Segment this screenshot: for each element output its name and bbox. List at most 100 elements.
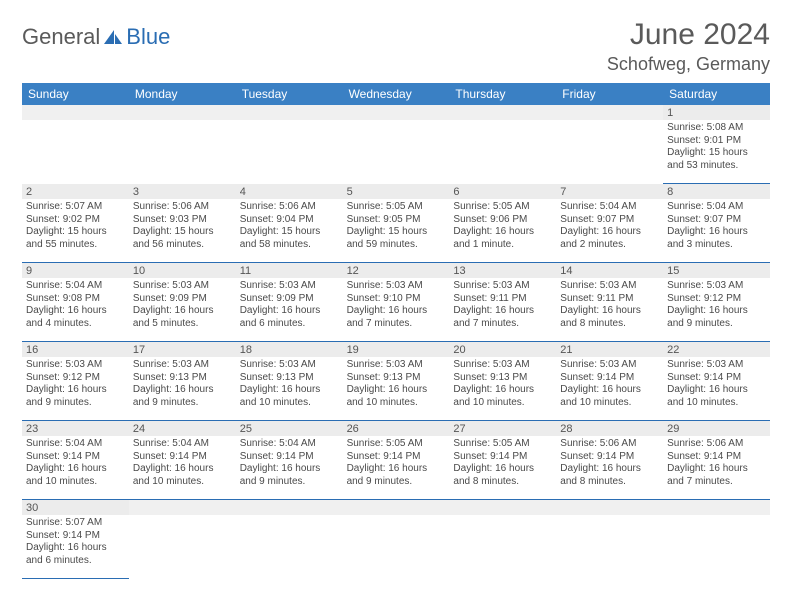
sunrise-text: Sunrise: 5:03 AM	[560, 359, 659, 372]
day-number	[449, 500, 556, 515]
daylight-text-1: Daylight: 16 hours	[453, 384, 552, 397]
day-number: 21	[556, 342, 663, 357]
day-number: 16	[22, 342, 129, 357]
daylight-text-2: and 58 minutes.	[240, 239, 339, 252]
daylight-text-1: Daylight: 16 hours	[240, 384, 339, 397]
sunset-text: Sunset: 9:13 PM	[133, 372, 232, 385]
sunset-text: Sunset: 9:07 PM	[667, 214, 766, 227]
calendar-cell: Sunrise: 5:03 AMSunset: 9:11 PMDaylight:…	[449, 278, 556, 342]
daylight-text-2: and 10 minutes.	[453, 397, 552, 410]
calendar-cell: Sunrise: 5:07 AMSunset: 9:14 PMDaylight:…	[22, 515, 129, 579]
sunrise-text: Sunrise: 5:05 AM	[453, 201, 552, 214]
daylight-text-1: Daylight: 15 hours	[667, 147, 766, 160]
daylight-text-1: Daylight: 15 hours	[133, 226, 232, 239]
sunset-text: Sunset: 9:14 PM	[240, 451, 339, 464]
daylight-text-1: Daylight: 16 hours	[133, 305, 232, 318]
calendar-cell: Sunrise: 5:03 AMSunset: 9:10 PMDaylight:…	[343, 278, 450, 342]
daylight-text-1: Daylight: 16 hours	[240, 463, 339, 476]
daylight-text-1: Daylight: 15 hours	[26, 226, 125, 239]
sunset-text: Sunset: 9:13 PM	[347, 372, 446, 385]
calendar-cell: Sunrise: 5:05 AMSunset: 9:06 PMDaylight:…	[449, 199, 556, 263]
sunrise-text: Sunrise: 5:04 AM	[26, 438, 125, 451]
calendar-cell: Sunrise: 5:03 AMSunset: 9:13 PMDaylight:…	[129, 357, 236, 421]
calendar-cell: Sunrise: 5:04 AMSunset: 9:07 PMDaylight:…	[663, 199, 770, 263]
sunrise-text: Sunrise: 5:03 AM	[347, 359, 446, 372]
daylight-text-2: and 10 minutes.	[133, 476, 232, 489]
daylight-text-2: and 9 minutes.	[240, 476, 339, 489]
sunset-text: Sunset: 9:11 PM	[560, 293, 659, 306]
logo-text-general: General	[22, 24, 100, 50]
month-title: June 2024	[607, 18, 770, 52]
day-number: 11	[236, 263, 343, 278]
sunrise-text: Sunrise: 5:04 AM	[240, 438, 339, 451]
logo-text-blue: Blue	[126, 24, 170, 50]
day-number: 13	[449, 263, 556, 278]
sunset-text: Sunset: 9:10 PM	[347, 293, 446, 306]
day-number: 17	[129, 342, 236, 357]
sunrise-text: Sunrise: 5:05 AM	[347, 201, 446, 214]
calendar-cell: Sunrise: 5:03 AMSunset: 9:14 PMDaylight:…	[663, 357, 770, 421]
calendar-cell: Sunrise: 5:06 AMSunset: 9:03 PMDaylight:…	[129, 199, 236, 263]
weekday-tuesday: Tuesday	[236, 83, 343, 105]
daylight-text-1: Daylight: 16 hours	[26, 305, 125, 318]
day-number: 15	[663, 263, 770, 278]
day-number	[236, 105, 343, 120]
sunrise-text: Sunrise: 5:03 AM	[240, 280, 339, 293]
sunset-text: Sunset: 9:14 PM	[560, 451, 659, 464]
sunrise-text: Sunrise: 5:06 AM	[667, 438, 766, 451]
sail-icon	[102, 28, 124, 46]
sunrise-text: Sunrise: 5:03 AM	[667, 280, 766, 293]
sunset-text: Sunset: 9:09 PM	[133, 293, 232, 306]
calendar-cell-empty	[22, 120, 129, 184]
sunset-text: Sunset: 9:14 PM	[347, 451, 446, 464]
calendar-cell: Sunrise: 5:03 AMSunset: 9:09 PMDaylight:…	[236, 278, 343, 342]
daylight-text-2: and 7 minutes.	[667, 476, 766, 489]
daylight-text-2: and 7 minutes.	[453, 318, 552, 331]
location: Schofweg, Germany	[607, 54, 770, 75]
sunrise-text: Sunrise: 5:08 AM	[667, 122, 766, 135]
daylight-text-2: and 55 minutes.	[26, 239, 125, 252]
sunset-text: Sunset: 9:02 PM	[26, 214, 125, 227]
daylight-text-1: Daylight: 16 hours	[453, 305, 552, 318]
sunrise-text: Sunrise: 5:04 AM	[133, 438, 232, 451]
daylight-text-2: and 53 minutes.	[667, 160, 766, 173]
sunrise-text: Sunrise: 5:03 AM	[240, 359, 339, 372]
sunrise-text: Sunrise: 5:03 AM	[26, 359, 125, 372]
day-number: 29	[663, 421, 770, 436]
daylight-text-1: Daylight: 16 hours	[26, 542, 125, 555]
day-number	[236, 500, 343, 515]
daylight-text-2: and 9 minutes.	[667, 318, 766, 331]
sunset-text: Sunset: 9:04 PM	[240, 214, 339, 227]
sunrise-text: Sunrise: 5:07 AM	[26, 201, 125, 214]
calendar-cell-empty	[663, 515, 770, 579]
sunrise-text: Sunrise: 5:03 AM	[133, 280, 232, 293]
day-number: 14	[556, 263, 663, 278]
sunrise-text: Sunrise: 5:03 AM	[560, 280, 659, 293]
day-number: 7	[556, 184, 663, 199]
weekday-saturday: Saturday	[663, 83, 770, 105]
daylight-text-1: Daylight: 16 hours	[347, 384, 446, 397]
calendar-cell: Sunrise: 5:03 AMSunset: 9:14 PMDaylight:…	[556, 357, 663, 421]
sunset-text: Sunset: 9:14 PM	[667, 372, 766, 385]
daylight-text-2: and 9 minutes.	[347, 476, 446, 489]
daylight-text-2: and 8 minutes.	[560, 476, 659, 489]
sunset-text: Sunset: 9:08 PM	[26, 293, 125, 306]
day-number: 2	[22, 184, 129, 199]
calendar-cell-empty	[129, 515, 236, 579]
sunset-text: Sunset: 9:12 PM	[667, 293, 766, 306]
day-number	[129, 500, 236, 515]
daylight-text-2: and 8 minutes.	[560, 318, 659, 331]
calendar-cell: Sunrise: 5:04 AMSunset: 9:14 PMDaylight:…	[22, 436, 129, 500]
day-number	[22, 105, 129, 120]
day-number	[343, 105, 450, 120]
sunset-text: Sunset: 9:09 PM	[240, 293, 339, 306]
daylight-text-1: Daylight: 16 hours	[453, 463, 552, 476]
calendar-grid: 1Sunrise: 5:08 AMSunset: 9:01 PMDaylight…	[22, 105, 770, 579]
calendar-cell: Sunrise: 5:07 AMSunset: 9:02 PMDaylight:…	[22, 199, 129, 263]
daylight-text-2: and 10 minutes.	[667, 397, 766, 410]
calendar-cell: Sunrise: 5:04 AMSunset: 9:14 PMDaylight:…	[129, 436, 236, 500]
day-number	[556, 105, 663, 120]
daylight-text-2: and 10 minutes.	[347, 397, 446, 410]
day-number: 23	[22, 421, 129, 436]
day-number: 9	[22, 263, 129, 278]
